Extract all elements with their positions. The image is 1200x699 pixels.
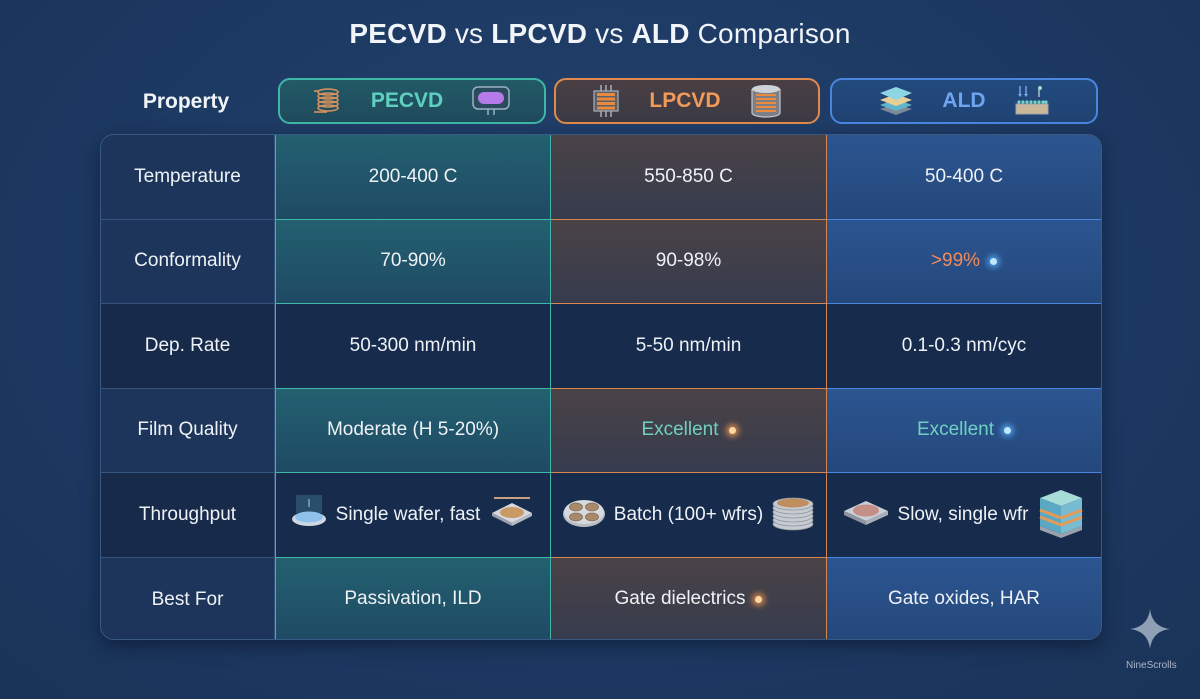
- property-cell: Temperature: [101, 135, 275, 220]
- ald-conformality-value: >99%: [930, 250, 981, 272]
- table-row-best-for: Best For Passivation, ILD Gate dielectri…: [101, 557, 1101, 639]
- wafer-platen-icon: [488, 495, 536, 535]
- ald-cell: Gate oxides, HAR: [827, 557, 1101, 639]
- table-row-film-quality: Film Quality Moderate (H 5-20%) Excellen…: [101, 388, 1101, 473]
- ald-film-quality-value: Excellent: [916, 419, 995, 441]
- layer-stack-icon: [878, 84, 914, 118]
- ald-label: ALD: [942, 89, 986, 112]
- ald-cell: 50-400 C: [827, 135, 1101, 220]
- pecvd-cell: 50-300 nm/min: [275, 304, 551, 389]
- precursor-deposition-icon: [1014, 84, 1050, 118]
- plasma-chamber-icon: [471, 85, 511, 117]
- pecvd-throughput-value: Single wafer, fast: [335, 503, 481, 525]
- title-ald: ALD: [631, 18, 690, 49]
- wafer-stack-icon: [771, 493, 815, 537]
- furnace-heater-icon: [591, 84, 621, 118]
- multi-wafer-carrier-icon: [562, 496, 606, 534]
- page-title: PECVD vs LPCVD vs ALD Comparison: [0, 18, 1200, 50]
- column-header-row: Property PECVD: [100, 78, 1100, 125]
- property-header: Property: [142, 89, 230, 113]
- table-row-dep-rate: Dep. Rate 50-300 nm/min 5-50 nm/min 0.1-…: [101, 304, 1101, 389]
- lpcvd-best-for-value: Gate dielectrics: [614, 588, 746, 610]
- ald-cell: 0.1-0.3 nm/cyc: [827, 304, 1101, 389]
- pecvd-cell: Moderate (H 5-20%): [275, 388, 551, 473]
- property-cell: Dep. Rate: [101, 304, 275, 389]
- single-wafer-icon: [290, 494, 328, 535]
- lpcvd-cell: Batch (100+ wfrs): [551, 473, 827, 558]
- property-cell: Film Quality: [101, 388, 275, 473]
- lpcvd-cell: 90-98%: [551, 219, 827, 304]
- atomic-layer-cube-icon: [1036, 486, 1086, 544]
- sparkle-star-icon: [1128, 609, 1172, 655]
- lpcvd-cell: 5-50 nm/min: [551, 304, 827, 389]
- table-row-throughput: Throughput Single wafer, fast: [101, 473, 1101, 558]
- property-cell: Conformality: [101, 219, 275, 304]
- coil-icon: [313, 87, 343, 115]
- lpcvd-label: LPCVD: [649, 89, 721, 112]
- title-comparison: Comparison: [689, 18, 851, 49]
- title-vs-2: vs: [587, 18, 632, 49]
- comparison-table: Temperature 200-400 C 550-850 C 50-400 C…: [100, 134, 1102, 640]
- property-cell: Best For: [101, 557, 275, 639]
- single-wafer-platform-icon: [842, 497, 890, 533]
- column-header-lpcvd: LPCVD: [554, 78, 820, 124]
- lpcvd-film-quality-value: Excellent: [641, 419, 719, 441]
- pecvd-cell: 70-90%: [275, 219, 551, 304]
- ald-throughput-value: Slow, single wfr: [897, 503, 1029, 525]
- property-cell: Throughput: [101, 473, 275, 558]
- title-lpcvd: LPCVD: [491, 18, 588, 49]
- title-vs-1: vs: [446, 18, 492, 49]
- ald-cell: Excellent: [827, 388, 1101, 473]
- table-row-conformality: Conformality 70-90% 90-98% >99%: [101, 219, 1101, 304]
- ald-cell: >99%: [827, 219, 1101, 304]
- highlight-glow-dot-icon: [990, 257, 998, 265]
- column-header-pecvd: PECVD: [278, 78, 546, 124]
- wafer-boat-cylinder-icon: [749, 83, 783, 119]
- ald-cell: Slow, single wfr: [827, 473, 1101, 558]
- highlight-glow-dot-icon: [728, 426, 736, 434]
- highlight-glow-dot-icon: [1004, 426, 1012, 434]
- pecvd-cell: Passivation, ILD: [275, 557, 551, 639]
- lpcvd-cell: 550-850 C: [551, 135, 827, 220]
- watermark: NineScrolls: [1126, 607, 1177, 671]
- watermark-label: NineScrolls: [1126, 660, 1177, 671]
- title-pecvd: PECVD: [349, 18, 447, 49]
- highlight-glow-dot-icon: [755, 595, 763, 603]
- pecvd-cell: 200-400 C: [275, 135, 551, 220]
- lpcvd-cell: Gate dielectrics: [551, 557, 827, 639]
- pecvd-label: PECVD: [370, 89, 444, 112]
- lpcvd-throughput-value: Batch (100+ wfrs): [613, 503, 764, 525]
- column-header-ald: ALD: [830, 78, 1098, 124]
- pecvd-cell: Single wafer, fast: [275, 473, 551, 558]
- lpcvd-cell: Excellent: [551, 388, 827, 473]
- table-row-temperature: Temperature 200-400 C 550-850 C 50-400 C: [101, 135, 1101, 220]
